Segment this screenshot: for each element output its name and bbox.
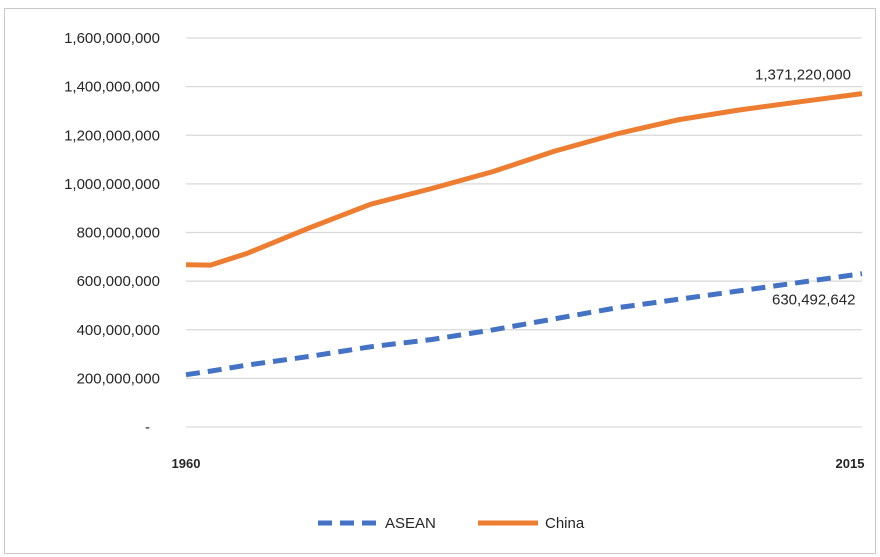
x-tick-label: 1960 [172, 456, 201, 471]
y-tick-label: 1,200,000,000 [64, 127, 160, 144]
y-tick-label: 1,000,000,000 [64, 176, 160, 193]
legend-label-asean: ASEAN [385, 515, 436, 532]
x-tick-label: 2015 [836, 456, 865, 471]
data-label-china: 1,371,220,000 [755, 67, 851, 84]
y-tick-label: 400,000,000 [77, 322, 160, 339]
y-tick-label: 800,000,000 [77, 225, 160, 242]
y-tick-label: 200,000,000 [77, 370, 160, 387]
series-line-asean [185, 271, 863, 378]
data-label-asean: 630,492,642 [772, 292, 855, 309]
y-tick-label: - [145, 419, 150, 436]
y-tick-label: 600,000,000 [77, 273, 160, 290]
legend-label-china: China [545, 515, 585, 532]
y-tick-label: 1,400,000,000 [64, 79, 160, 96]
y-tick-label: 1,600,000,000 [64, 30, 160, 47]
series-line-china [185, 91, 863, 268]
